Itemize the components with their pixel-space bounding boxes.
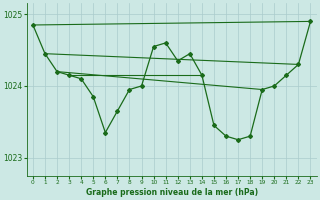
X-axis label: Graphe pression niveau de la mer (hPa): Graphe pression niveau de la mer (hPa) — [86, 188, 258, 197]
